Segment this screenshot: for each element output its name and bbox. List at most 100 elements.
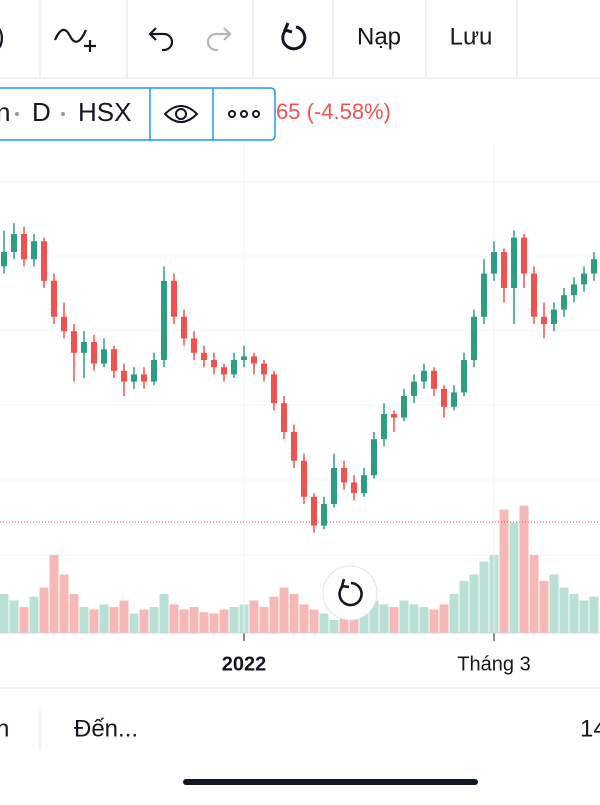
volume-bar [19,607,29,633]
volume-bar [299,604,309,633]
volume-bar [59,574,69,633]
volume-bar [49,555,59,633]
symbol-box[interactable] [0,87,276,141]
volume-bar [349,609,359,633]
candle-body [431,370,437,389]
volume-bar [459,581,469,633]
volume-bar [479,561,489,633]
candle-body [571,284,577,296]
candle-body [421,370,427,382]
save-button[interactable]: Lưu [450,23,493,50]
reset-chart-button[interactable] [322,565,378,621]
candle-body [361,475,367,494]
candle-body [1,252,7,267]
candle-body [451,392,457,407]
volume-bar [499,509,509,633]
volume-bar [539,581,549,633]
indicator-button[interactable] [53,28,96,52]
candle-body [331,468,337,504]
volume-bar [99,604,109,633]
more-button[interactable] [228,110,260,118]
interval[interactable]: D [32,97,51,127]
volume-bar [389,607,399,633]
volume-bar [419,607,429,633]
volume-bar [579,600,589,633]
x-tick-label: Tháng 3 [457,653,530,675]
volume-bar [219,609,229,633]
candle-body [221,367,227,375]
volume-bar [259,607,269,633]
candle-body [81,342,87,353]
candle-body [321,504,327,526]
candle-body [41,241,47,281]
cut-button[interactable]: ) [0,21,5,51]
candle-body [301,460,307,497]
candle-body [161,280,167,360]
candle-body [131,374,137,382]
range-to[interactable]: Đến... [74,715,138,742]
volume-bar [169,604,179,633]
x-tick-label: 2022 [222,653,267,675]
volume-bar [269,596,279,633]
volume-bar [329,620,339,633]
candle-body [261,363,267,375]
visibility-button[interactable] [163,105,199,123]
candle-body [11,234,17,252]
volume-bar [559,587,569,633]
volume-bar [129,613,139,633]
volume-bar [439,604,449,633]
volume-bar [379,604,389,633]
candle-body [151,360,157,382]
volume-bar [79,607,89,633]
volume-bar [399,600,409,633]
redo-button[interactable] [206,27,232,52]
volume-bar [519,505,529,633]
volume-bar [549,574,559,633]
candle-body [551,309,557,324]
candle-body [441,388,447,407]
candle-body [371,439,377,476]
volume-bar [209,613,219,633]
home-indicator [183,779,478,785]
candle-body [471,316,477,360]
volume-bar [449,594,459,633]
reset-chart-icon [338,578,363,607]
volume-bar [189,607,199,633]
symbol-name: n [0,97,10,127]
candle-body [291,432,297,461]
volume-bar [589,596,599,633]
volume-bar [199,612,209,633]
range-from[interactable]: n [0,715,9,742]
candle-body [241,356,247,360]
volume-bar [469,574,479,633]
volume-bar [249,600,259,633]
candle-body [71,331,77,353]
toolbar-dividers [39,0,518,78]
candle-body [91,342,97,364]
dot [61,112,65,116]
undo-button[interactable] [148,27,174,52]
range-time[interactable]: 14 [580,715,600,742]
load-button[interactable]: Nạp [357,23,401,50]
volume-bar [529,555,539,633]
reset-button[interactable] [281,22,307,51]
volume-bar [409,604,419,633]
candle-body [191,338,197,353]
candle-body [561,295,567,310]
candle-body [541,316,547,324]
candle-body [401,396,407,418]
exchange: HSX [78,97,131,127]
candle-body [61,316,67,332]
candle-body [281,403,287,432]
candle-body [31,241,37,260]
volume-bar [369,600,379,633]
volume-bar [0,594,9,633]
candle-body [511,237,517,288]
candle-body [351,482,357,494]
volume-bar [429,609,439,633]
volume-bar [279,587,289,633]
candle-body [251,356,257,364]
candle-body [111,349,117,371]
candle-body [211,360,217,368]
